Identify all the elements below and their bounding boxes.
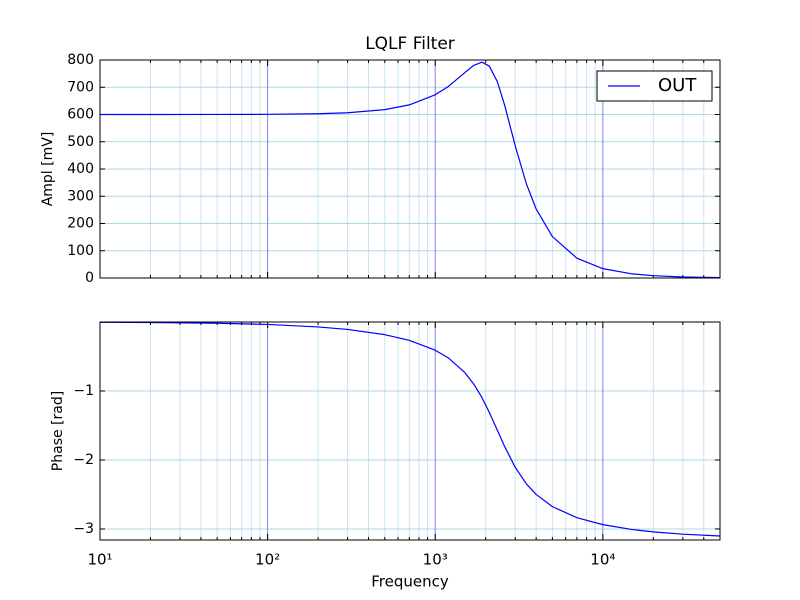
y-tick-label: 300 [67,188,94,204]
series-line [99,321,721,537]
y-axis-label: Phase [rad] [50,391,66,471]
y-tick-label: 600 [67,107,94,123]
chart-title: LQLF Filter [365,34,455,54]
x-tick-label: 10² [255,551,280,569]
y-tick-label: 700 [67,79,94,95]
x-tick-label: 10¹ [87,551,112,569]
y-axis-label: Ampl [mV] [40,132,56,207]
legend: OUT [596,70,713,102]
y-tick-label: 500 [67,134,94,150]
x-tick-label: 10³ [423,551,448,569]
subplot: −3 −2 −1 10¹ 10² 10³ 10⁴ Phase [rad] Frequency [50,321,721,591]
y-tick-label: 800 [67,52,94,68]
legend-label: OUT [658,75,697,96]
x-tick-label: 10⁴ [590,551,615,569]
y-tick-label: 0 [85,270,94,286]
y-tick-label: 100 [67,243,94,259]
y-tick-label: −2 [73,452,94,468]
y-tick-label: 200 [67,216,94,232]
axes-frame [99,321,721,541]
axes-frame [99,59,721,279]
y-tick-label: −3 [73,521,94,537]
y-tick-label: 400 [67,161,94,177]
y-tick-label: −1 [73,383,94,399]
series-line [100,61,721,279]
x-axis-label: Frequency [371,573,449,591]
subplot: 0 100 200 300 400 500 600 700 800 LQLF Filter Ampl… [40,34,721,286]
